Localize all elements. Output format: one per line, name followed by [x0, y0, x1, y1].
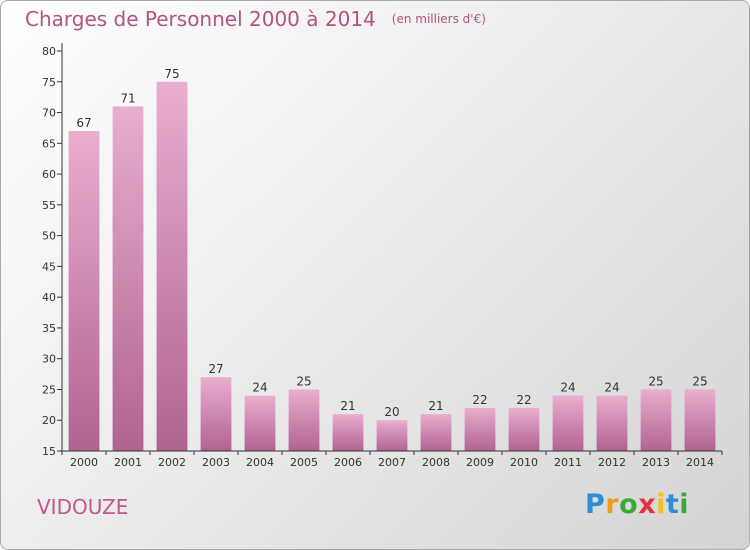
logo-letter: t	[665, 489, 680, 520]
x-tick-label: 2006	[334, 456, 362, 469]
logo-letter: P	[585, 489, 606, 520]
logo-letter: i	[656, 489, 666, 520]
bar-2005	[288, 389, 320, 451]
chart-title-text: Charges de Personnel 2000 à 2014	[25, 7, 376, 31]
y-tick-label: 55	[42, 199, 56, 212]
bars-group: 67 71 75 27 24 25 21 20 21 22 22 24 24 25 25	[68, 67, 716, 452]
proxiti-logo: Proxiti	[585, 489, 689, 520]
y-tick-label: 30	[42, 353, 56, 366]
logo-letter: x	[638, 489, 657, 520]
data-label-2002: 75	[164, 67, 179, 81]
commune-name: VIDOUZE	[37, 495, 129, 519]
bar-2003	[200, 377, 232, 451]
data-label-2010: 22	[516, 393, 531, 407]
x-tick-label: 2009	[466, 456, 494, 469]
y-tick-label: 70	[42, 107, 56, 120]
bar-2008	[420, 414, 452, 451]
bar-2006	[332, 414, 364, 451]
bar-2010	[508, 407, 540, 451]
x-tick-label: 2008	[422, 456, 450, 469]
y-tick-label: 75	[42, 76, 56, 89]
bar-2014	[684, 389, 716, 451]
x-tick-label: 2011	[554, 456, 582, 469]
data-label-2012: 24	[604, 381, 619, 395]
x-tick-label: 2004	[246, 456, 274, 469]
bar-2012	[596, 395, 628, 451]
y-tick-label: 15	[42, 445, 56, 458]
x-tick-label: 2005	[290, 456, 318, 469]
x-tick-label: 2014	[686, 456, 714, 469]
y-tick-label: 40	[42, 291, 56, 304]
data-label-2003: 27	[208, 362, 223, 376]
y-tick-label: 80	[42, 45, 56, 58]
chart-unit: (en milliers d'€)	[391, 12, 486, 26]
data-label-2007: 20	[384, 405, 399, 419]
data-label-2011: 24	[560, 381, 575, 395]
logo-letter: r	[605, 489, 620, 520]
data-label-2000: 67	[76, 116, 91, 130]
data-label-2009: 22	[472, 393, 487, 407]
bar-2013	[640, 389, 672, 451]
data-label-2001: 71	[120, 91, 135, 105]
x-tick-label: 2000	[70, 456, 98, 469]
y-tick-label: 20	[42, 414, 56, 427]
y-tick-label: 25	[42, 383, 56, 396]
x-tick-label: 2010	[510, 456, 538, 469]
bar-2004	[244, 395, 276, 451]
y-tick-label: 35	[42, 322, 56, 335]
y-tick-label: 65	[42, 137, 56, 150]
y-tick-label: 45	[42, 260, 56, 273]
bar-2001	[112, 106, 144, 451]
bar-2011	[552, 395, 584, 451]
x-tick-label: 2013	[642, 456, 670, 469]
x-tick-label: 2003	[202, 456, 230, 469]
logo-letter: i	[679, 489, 690, 520]
chart-title: Charges de Personnel 2000 à 2014 (en mill…	[25, 7, 486, 31]
axes-group: 2000 2001 2002 2003 2004 2005 2006 2007 2008 2009…	[42, 43, 723, 469]
data-label-2013: 25	[648, 374, 663, 388]
y-tick-label: 50	[42, 230, 56, 243]
x-tick-label: 2012	[598, 456, 626, 469]
x-tick-label: 2002	[158, 456, 186, 469]
bar-2002	[156, 81, 188, 452]
data-label-2004: 24	[252, 381, 267, 395]
logo-letter: o	[619, 489, 639, 520]
x-tick-label: 2007	[378, 456, 406, 469]
y-tick-label: 60	[42, 168, 56, 181]
bar-2007	[376, 420, 408, 451]
data-label-2014: 25	[692, 374, 707, 388]
data-label-2005: 25	[296, 374, 311, 388]
x-tick-label: 2001	[114, 456, 142, 469]
bar-2000	[68, 131, 100, 451]
data-label-2006: 21	[340, 399, 355, 413]
bar-2009	[464, 407, 496, 451]
data-label-2008: 21	[428, 399, 443, 413]
